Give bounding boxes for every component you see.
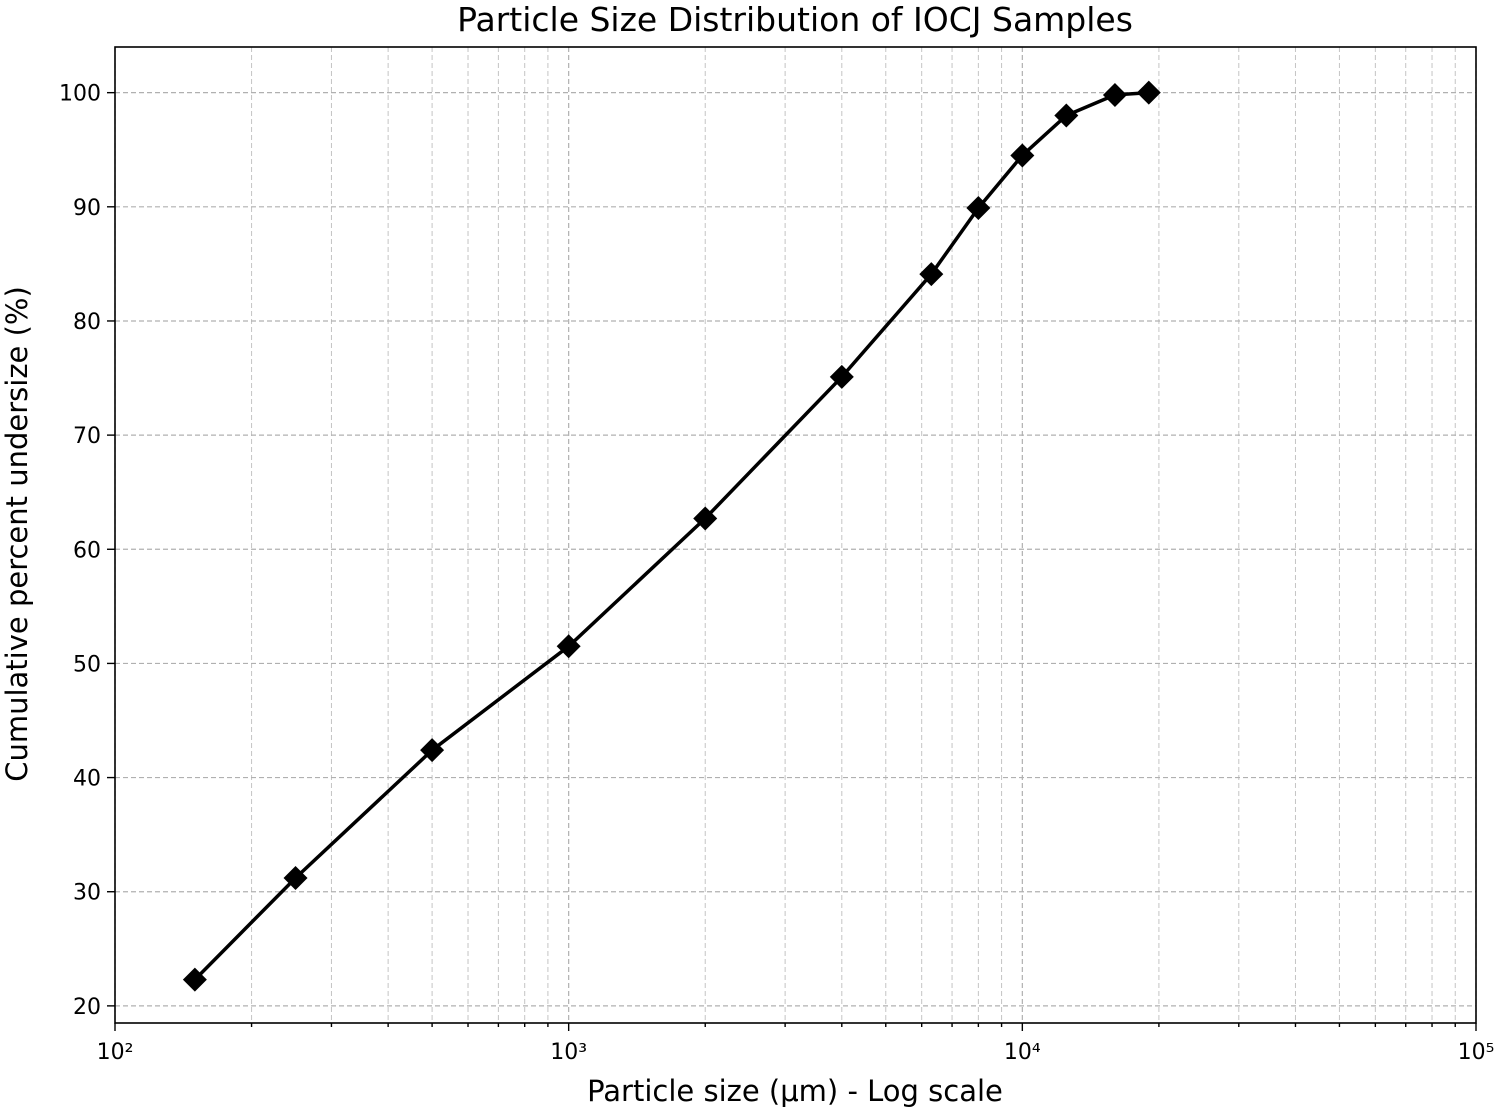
data-point-marker (1136, 80, 1161, 105)
x-axis-label: Particle size (μm) - Log scale (587, 1074, 1003, 1108)
data-point-marker (829, 364, 854, 389)
data-point-marker (1010, 143, 1035, 168)
y-tick-label: 30 (73, 881, 101, 906)
data-point-marker (283, 866, 308, 891)
y-tick-label: 80 (73, 310, 101, 335)
y-axis-label: Cumulative percent undersize (%) (0, 286, 34, 782)
data-point-marker (1102, 82, 1127, 107)
data-point-marker (919, 262, 944, 287)
x-tick-label: 10³ (550, 1040, 587, 1065)
grid (114, 47, 1477, 1023)
x-tick-label: 10⁵ (1458, 1040, 1495, 1065)
series-layer (182, 80, 1161, 992)
data-point-marker (1054, 103, 1079, 128)
x-tick-label: 10⁴ (1004, 1040, 1041, 1065)
plot-frame (114, 46, 1477, 1024)
y-axis-ticks: 20 30 40 50 60 70 80 90 100 (59, 82, 115, 1020)
y-tick-label: 100 (59, 82, 101, 107)
data-point-marker (966, 195, 991, 220)
series-line (193, 90, 1149, 981)
data-point-marker (556, 634, 581, 659)
x-tick-label: 10² (97, 1040, 134, 1065)
data-point-marker (182, 967, 207, 992)
x-axis-ticks: 10² 10³ 10⁴ 10⁵ (97, 1023, 1495, 1065)
y-tick-label: 60 (73, 538, 101, 563)
y-tick-label: 20 (73, 995, 101, 1020)
chart-title: Particle Size Distribution of IOCJ Sampl… (457, 0, 1133, 39)
data-point-marker (420, 738, 445, 763)
y-tick-label: 40 (73, 767, 101, 792)
y-tick-label: 90 (73, 196, 101, 221)
data-point-marker (693, 506, 718, 531)
y-tick-label: 50 (73, 652, 101, 677)
y-tick-label: 70 (73, 424, 101, 449)
